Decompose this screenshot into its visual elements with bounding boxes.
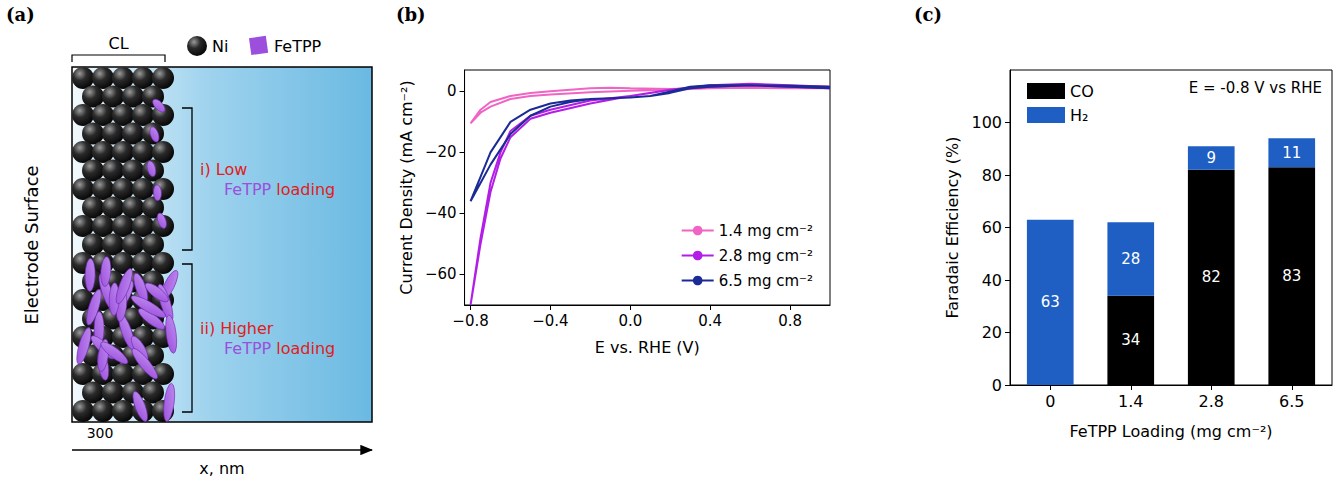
svg-text:0: 0 — [447, 82, 457, 100]
svg-text:0.4: 0.4 — [698, 312, 722, 330]
svg-text:6.5 mg cm⁻²: 6.5 mg cm⁻² — [719, 272, 813, 290]
svg-text:6.5: 6.5 — [1279, 392, 1304, 411]
svg-text:ii) Higher: ii) Higher — [200, 319, 274, 338]
svg-text:FeTPP Loading (mg cm⁻²): FeTPP Loading (mg cm⁻²) — [1069, 422, 1272, 441]
svg-text:300: 300 — [87, 425, 114, 441]
svg-text:0.0: 0.0 — [618, 312, 642, 330]
svg-text:28: 28 — [1121, 250, 1140, 268]
svg-text:63: 63 — [1041, 293, 1060, 311]
svg-text:9: 9 — [1206, 149, 1216, 167]
svg-text:Electrode Surface: Electrode Surface — [21, 165, 42, 324]
svg-text:FeTPPloading: FeTPPloading — [224, 339, 335, 358]
svg-text:40: 40 — [982, 271, 1002, 290]
svg-text:−40: −40 — [425, 204, 457, 222]
svg-text:0: 0 — [992, 376, 1002, 395]
svg-text:11: 11 — [1282, 144, 1301, 162]
svg-text:−0.8: −0.8 — [452, 312, 488, 330]
svg-text:1.4: 1.4 — [1118, 392, 1143, 411]
html-text:(c): (c) — [914, 4, 942, 25]
svg-text:FeTPP: FeTPP — [274, 37, 322, 56]
svg-text:Faradaic Efficiency (%): Faradaic Efficiency (%) — [943, 136, 962, 318]
svg-text:0: 0 — [1045, 392, 1055, 411]
svg-text:CL: CL — [108, 34, 128, 53]
svg-text:1.4 mg cm⁻²: 1.4 mg cm⁻² — [719, 222, 813, 240]
svg-text:60: 60 — [982, 218, 1002, 237]
svg-text:0.8: 0.8 — [778, 312, 802, 330]
svg-text:H₂: H₂ — [1070, 106, 1088, 125]
svg-text:−20: −20 — [425, 143, 457, 161]
svg-text:82: 82 — [1202, 268, 1221, 286]
svg-text:−0.4: −0.4 — [532, 312, 568, 330]
svg-text:83: 83 — [1282, 267, 1301, 285]
svg-text:E = -0.8 V vs RHE: E = -0.8 V vs RHE — [1189, 79, 1322, 97]
svg-text:2.8 mg cm⁻²: 2.8 mg cm⁻² — [719, 247, 813, 265]
svg-text:CO: CO — [1070, 82, 1094, 101]
svg-text:x, nm: x, nm — [199, 459, 244, 478]
svg-text:Current Density (mA cm⁻²): Current Density (mA cm⁻²) — [397, 80, 416, 294]
svg-text:Ni: Ni — [212, 37, 228, 56]
svg-text:FeTPPloading: FeTPPloading — [224, 180, 335, 199]
svg-text:20: 20 — [982, 323, 1002, 342]
html-text:(b): (b) — [396, 4, 426, 25]
svg-text:i) Low: i) Low — [200, 160, 247, 179]
svg-text:100: 100 — [971, 113, 1002, 132]
svg-text:34: 34 — [1121, 331, 1140, 349]
svg-text:E vs. RHE (V): E vs. RHE (V) — [595, 338, 700, 357]
svg-text:−60: −60 — [425, 265, 457, 283]
html-text:(a): (a) — [6, 4, 35, 25]
svg-text:80: 80 — [982, 166, 1002, 185]
svg-text:2.8: 2.8 — [1199, 392, 1224, 411]
